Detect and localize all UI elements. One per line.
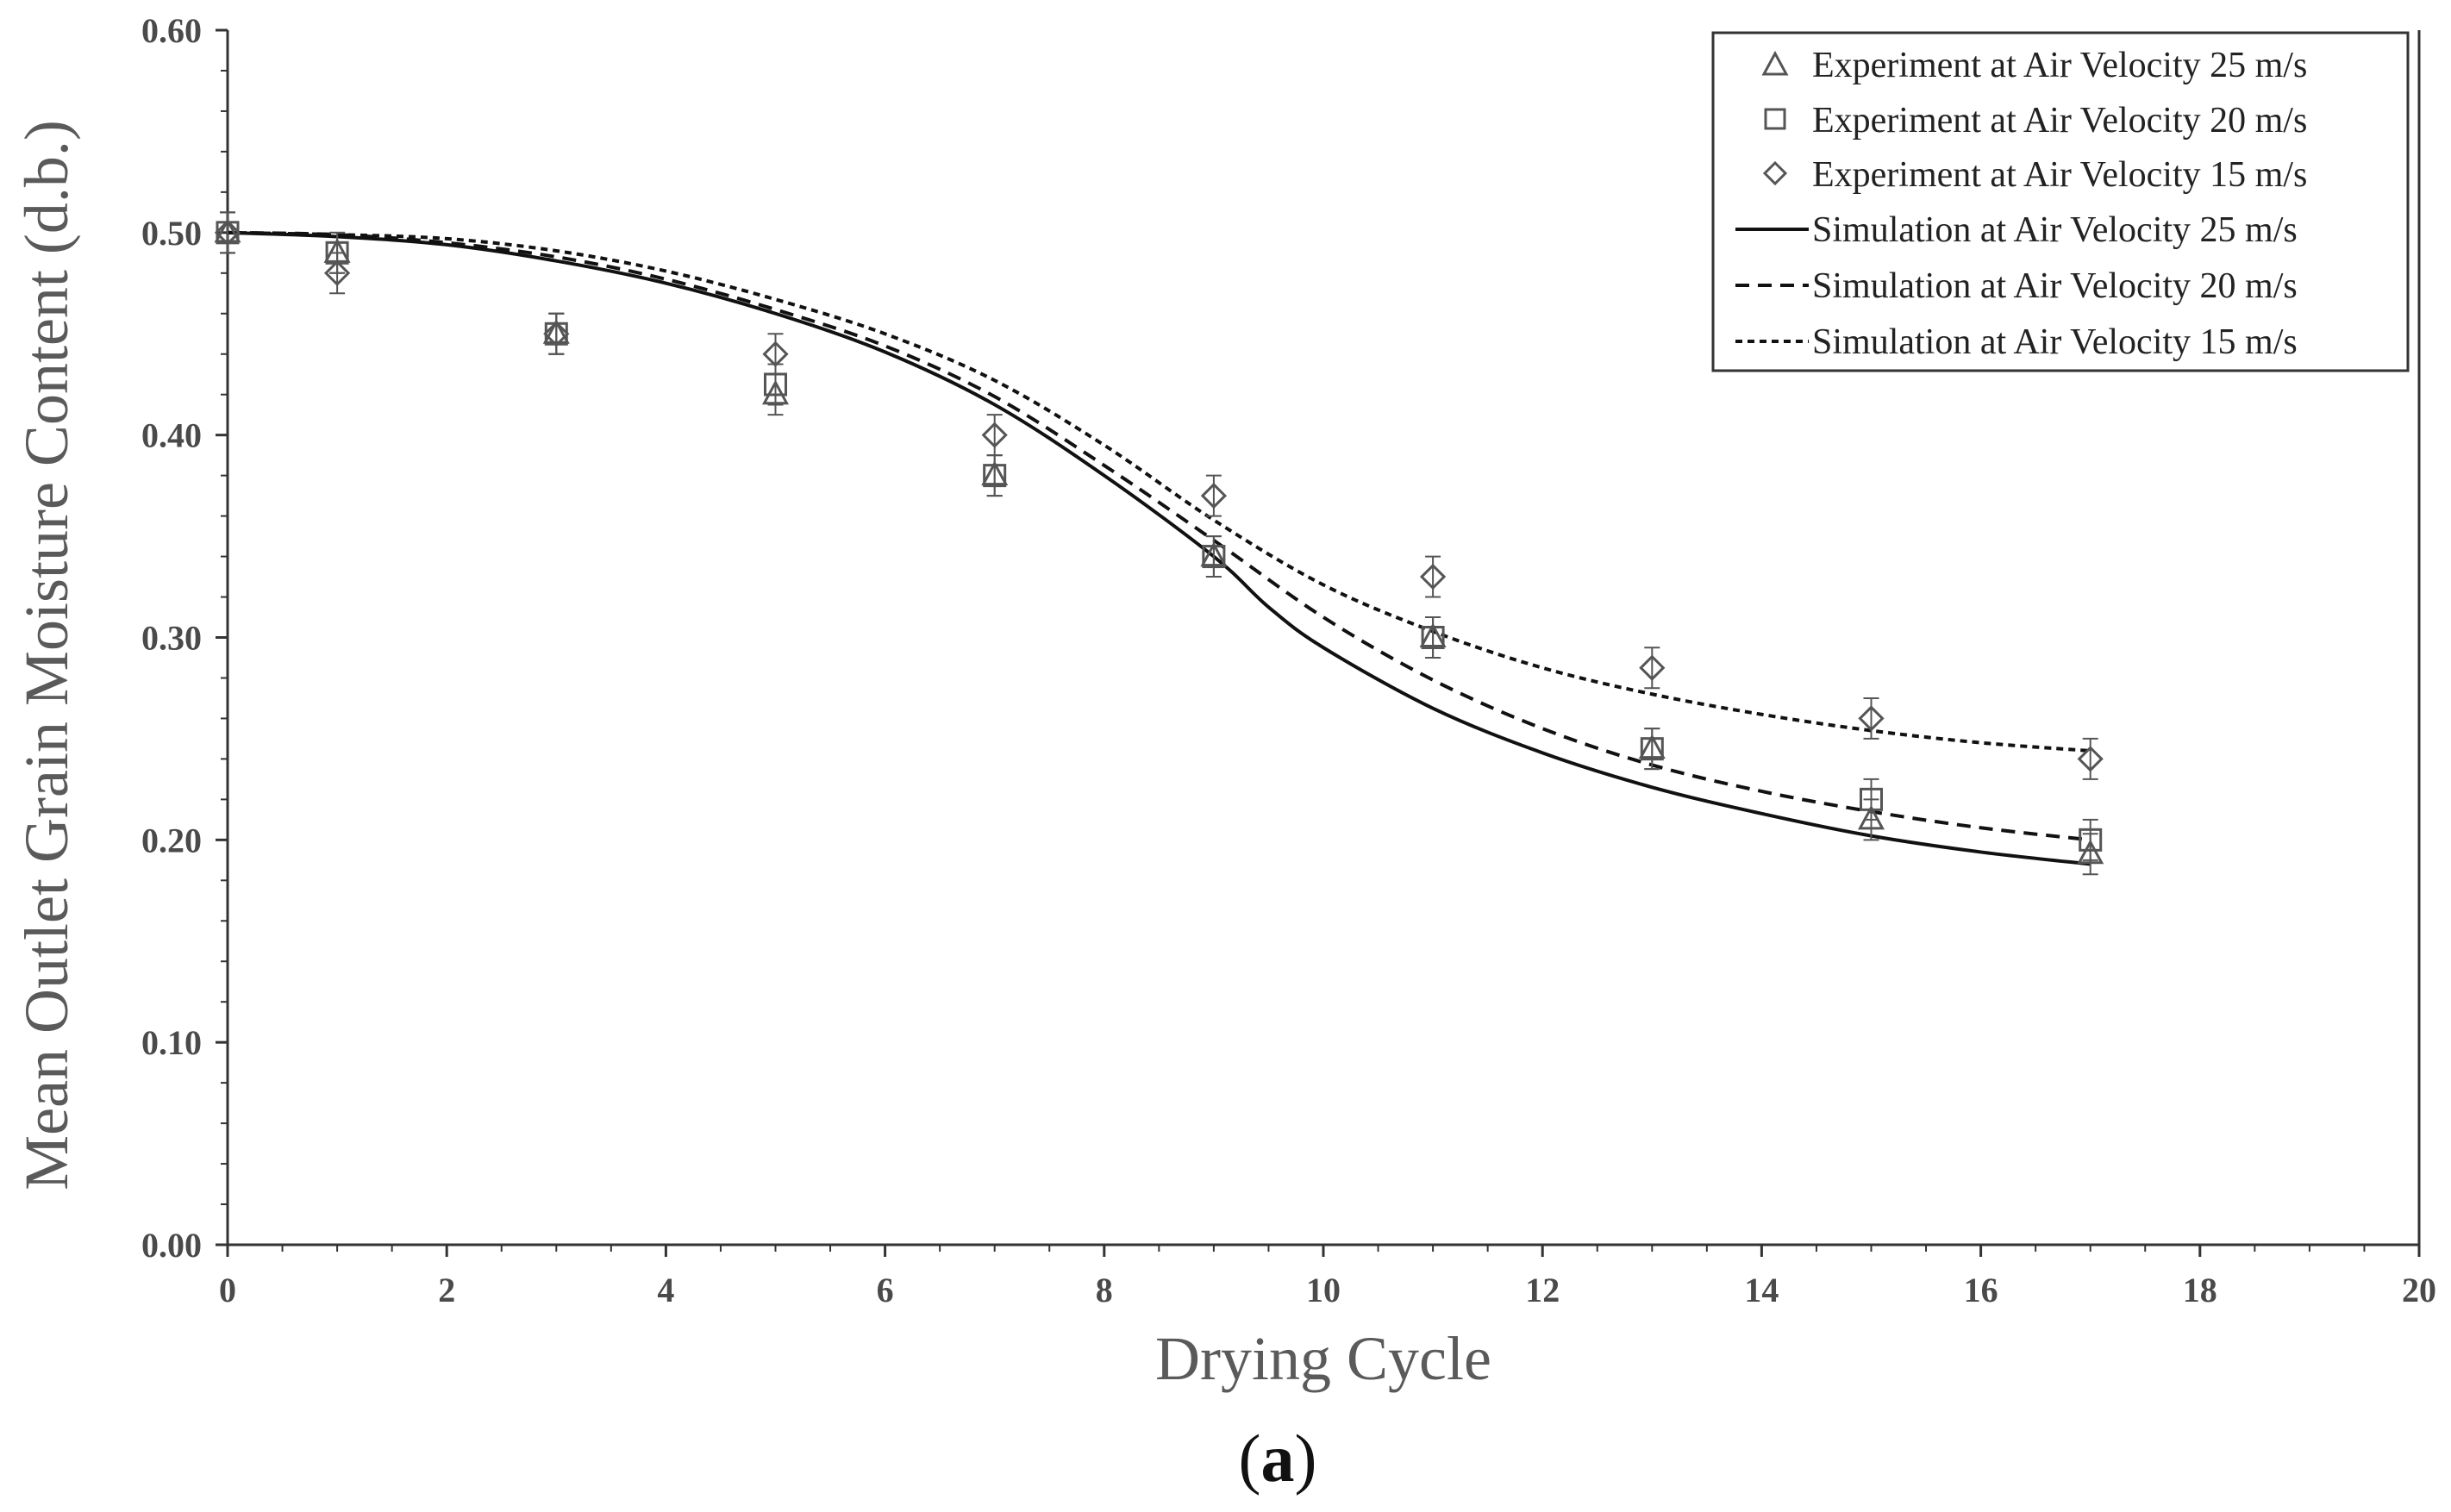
legend-entry: Simulation at Air Velocity 25 m/s bbox=[1735, 210, 2298, 250]
diamond-marker bbox=[1419, 563, 1447, 590]
diamond-marker bbox=[981, 422, 1008, 448]
legend: Experiment at Air Velocity 25 m/s Experi… bbox=[1711, 31, 2410, 372]
y-tick-label: 0.60 bbox=[141, 11, 202, 50]
y-axis-title: Mean Outlet Grain Moisture Content (d.b.… bbox=[12, 120, 81, 1190]
square-marker bbox=[1202, 545, 1226, 569]
x-tick-label: 0 bbox=[219, 1271, 236, 1309]
y-tick-label: 0.20 bbox=[141, 821, 202, 859]
y-axis-ticks: 0.00 0.10 0.20 0.30 0.40 0.50 0.60 bbox=[141, 11, 228, 1265]
y-tick-label: 0.00 bbox=[141, 1226, 202, 1265]
x-tick-label: 12 bbox=[1525, 1271, 1560, 1309]
legend-square-marker bbox=[1764, 108, 1786, 130]
diamond-marker bbox=[1639, 654, 1666, 681]
legend-label: Simulation at Air Velocity 15 m/s bbox=[1812, 322, 2298, 362]
square-marker bbox=[1860, 787, 1883, 811]
simulation-curve-15ms bbox=[227, 230, 2091, 753]
x-tick-label: 14 bbox=[1744, 1271, 1779, 1309]
square-marker bbox=[2079, 828, 2103, 852]
square-marker bbox=[983, 464, 1007, 488]
y-tick-label: 0.10 bbox=[141, 1023, 202, 1062]
legend-diamond-marker bbox=[1762, 160, 1788, 186]
diamond-marker bbox=[543, 321, 570, 347]
panel-label-open: ( bbox=[1239, 1421, 1261, 1496]
x-tick-label: 16 bbox=[1964, 1271, 1998, 1309]
legend-triangle-marker bbox=[1761, 50, 1789, 76]
x-tick-label: 2 bbox=[438, 1271, 455, 1309]
legend-label: Experiment at Air Velocity 15 m/s bbox=[1812, 155, 2307, 195]
diamond-marker bbox=[2077, 746, 2104, 772]
panel-label: (a) bbox=[1239, 1421, 1317, 1496]
legend-entry: Experiment at Air Velocity 15 m/s bbox=[1762, 155, 2307, 195]
experiment-points bbox=[214, 211, 2104, 876]
diamond-marker bbox=[214, 219, 241, 246]
simulation-curves bbox=[227, 230, 2091, 866]
x-tick-label: 8 bbox=[1096, 1271, 1113, 1309]
x-tick-label: 18 bbox=[2183, 1271, 2217, 1309]
y-tick-label: 0.30 bbox=[141, 619, 202, 658]
x-tick-label: 6 bbox=[877, 1271, 894, 1309]
triangle-marker bbox=[1857, 804, 1885, 830]
legend-label: Simulation at Air Velocity 20 m/s bbox=[1812, 266, 2298, 306]
legend-entry: Experiment at Air Velocity 20 m/s bbox=[1764, 101, 2307, 141]
diamond-marker bbox=[762, 341, 789, 367]
legend-label: Simulation at Air Velocity 25 m/s bbox=[1812, 210, 2298, 250]
square-marker bbox=[1640, 737, 1664, 761]
diamond-marker bbox=[323, 259, 351, 286]
x-tick-label: 20 bbox=[2402, 1271, 2436, 1309]
y-tick-label: 0.50 bbox=[141, 214, 202, 253]
panel-label-close: ) bbox=[1295, 1421, 1317, 1496]
legend-entry: Simulation at Air Velocity 20 m/s bbox=[1735, 266, 2298, 306]
legend-label: Experiment at Air Velocity 20 m/s bbox=[1812, 101, 2307, 141]
x-tick-label: 10 bbox=[1306, 1271, 1341, 1309]
x-tick-label: 4 bbox=[657, 1271, 674, 1309]
y-tick-label: 0.40 bbox=[141, 416, 202, 455]
legend-label: Experiment at Air Velocity 25 m/s bbox=[1812, 46, 2307, 85]
x-axis-title: Drying Cycle bbox=[1155, 1324, 1491, 1393]
simulation-curve-25ms bbox=[227, 230, 2091, 866]
legend-entry: Simulation at Air Velocity 15 m/s bbox=[1735, 322, 2298, 362]
triangle-marker bbox=[2077, 839, 2104, 865]
legend-box bbox=[1711, 31, 2410, 372]
simulation-curve-20ms bbox=[227, 230, 2091, 842]
x-axis-ticks: 0 2 4 6 8 10 12 14 16 18 20 bbox=[219, 1245, 2436, 1309]
diamond-marker bbox=[1200, 482, 1228, 509]
square-marker bbox=[1421, 626, 1445, 649]
legend-entry: Experiment at Air Velocity 25 m/s bbox=[1761, 46, 2307, 85]
panel-label-letter: a bbox=[1261, 1421, 1295, 1496]
diamond-marker bbox=[1858, 705, 1885, 732]
